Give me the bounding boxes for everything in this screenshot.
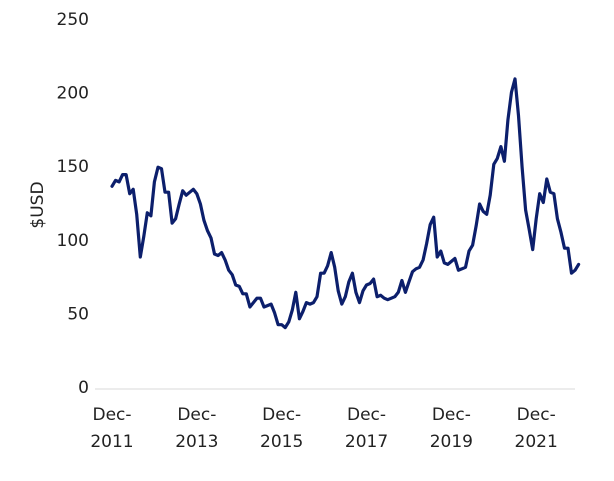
- y-tick-label: 150: [57, 157, 89, 177]
- line: [110, 77, 581, 330]
- y-axis-label: $USD: [28, 181, 48, 228]
- x-tick-label: Dec-2019: [429, 405, 473, 452]
- y-tick-label: 100: [57, 231, 89, 251]
- x-tick-label: Dec-2015: [260, 405, 304, 452]
- x-tick-label: Dec-2013: [175, 405, 219, 452]
- y-tick-label: 250: [57, 10, 89, 30]
- y-tick-label: 200: [57, 84, 89, 104]
- y-tick-label: 0: [78, 378, 89, 398]
- x-tick-label: Dec-2011: [90, 405, 134, 452]
- y-tick-label: 50: [67, 304, 89, 324]
- x-tick-label: Dec-2017: [344, 405, 389, 452]
- x-tick-label: Dec-2021: [514, 405, 558, 452]
